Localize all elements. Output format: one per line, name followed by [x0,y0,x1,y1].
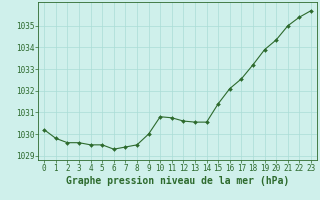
X-axis label: Graphe pression niveau de la mer (hPa): Graphe pression niveau de la mer (hPa) [66,176,289,186]
